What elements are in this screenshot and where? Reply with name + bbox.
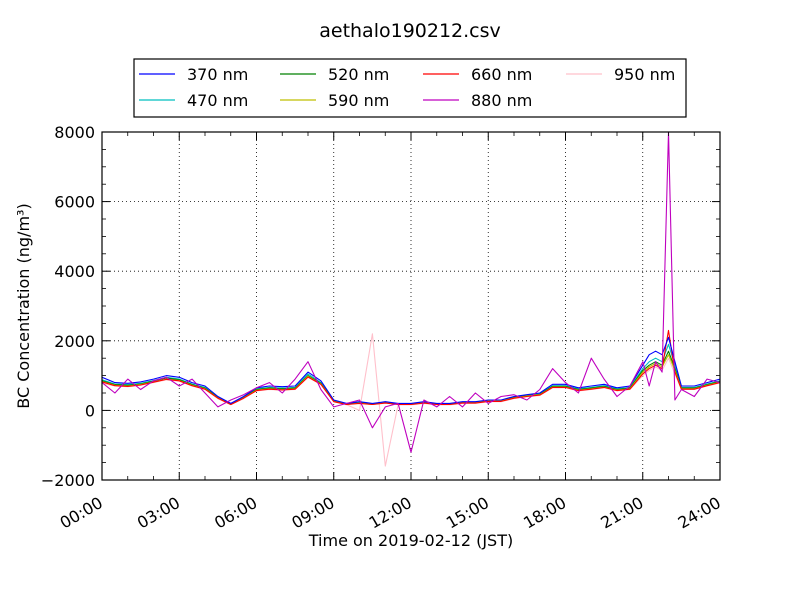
- legend-entry: 660 nm: [423, 65, 532, 84]
- legend-entry: 470 nm: [139, 91, 248, 110]
- plot-background: [102, 132, 720, 480]
- x-tick-label: 06:00: [211, 493, 260, 533]
- y-tick-label: 2000: [54, 332, 95, 351]
- y-tick-labels: −2000 0 2000 4000 6000 8000: [41, 123, 95, 490]
- plot-area: [101, 131, 721, 481]
- legend-label: 950 nm: [614, 65, 675, 84]
- y-tick-label: 8000: [54, 123, 95, 142]
- series-line-370-nm: [102, 336, 720, 404]
- x-tick-labels: 00:00 03:00 06:00 09:00 12:00 15:00 18:00 21:00…: [57, 493, 724, 533]
- legend-entry: 520 nm: [280, 65, 389, 84]
- x-tick-label: 18:00: [520, 493, 569, 533]
- x-tick-label: 12:00: [366, 493, 415, 533]
- legend-label: 660 nm: [471, 65, 532, 84]
- legend-entry: 950 nm: [566, 65, 675, 84]
- series-lines: [102, 132, 720, 467]
- legend-label: 590 nm: [328, 91, 389, 110]
- legend-label: 880 nm: [471, 91, 532, 110]
- x-tick-label: 15:00: [443, 493, 492, 533]
- legend-label: 520 nm: [328, 65, 389, 84]
- y-tick-label: 6000: [54, 193, 95, 212]
- y-tick-label: 4000: [54, 262, 95, 281]
- x-tick-label: 03:00: [134, 493, 183, 533]
- grid-lines: [102, 132, 720, 480]
- x-tick-label: 00:00: [57, 493, 106, 533]
- x-axis-title: Time on 2019-02-12 (JST): [308, 531, 513, 550]
- chart-title: aethalo190212.csv: [319, 20, 501, 42]
- y-tick-label: −2000: [41, 471, 95, 490]
- legend-label: 470 nm: [187, 91, 248, 110]
- legend-entry: 590 nm: [280, 91, 389, 110]
- y-axis-title: BC Concentration (ng/m³): [14, 203, 33, 408]
- legend-entry: 880 nm: [423, 91, 532, 110]
- y-tick-label: 0: [85, 401, 95, 420]
- ticks: [101, 131, 721, 481]
- legend-label: 370 nm: [187, 65, 248, 84]
- x-tick-label: 21:00: [597, 493, 646, 533]
- legend: 370 nm 470 nm 520 nm 590 nm 660 nm 880 nm 950 …: [133, 58, 687, 118]
- x-tick-label: 24:00: [675, 493, 724, 533]
- legend-entry: 370 nm: [139, 65, 248, 84]
- series-line-880-nm: [102, 132, 720, 453]
- x-tick-label: 09:00: [288, 493, 337, 533]
- legend-frame: [133, 58, 687, 118]
